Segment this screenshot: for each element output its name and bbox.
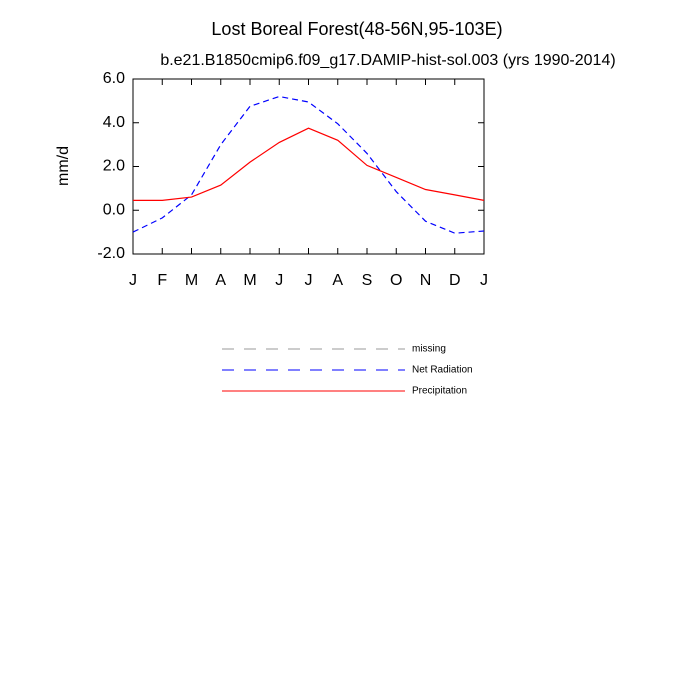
x-tick-label: J	[129, 272, 137, 289]
y-tick-label: 0.0	[103, 201, 125, 218]
y-tick-label: 6.0	[103, 70, 125, 87]
series-line	[133, 127, 485, 201]
x-tick-label: A	[332, 272, 343, 289]
x-tick-label: F	[157, 272, 167, 289]
x-tick-label: J	[305, 272, 313, 289]
y-tick-label: 2.0	[103, 158, 125, 175]
plot-frame	[132, 78, 485, 255]
series-line	[132, 95, 485, 234]
legend-label: missing	[412, 344, 446, 355]
x-tick-label: N	[420, 272, 432, 289]
chart-title: Lost Boreal Forest(48-56N,95-103E)	[211, 19, 502, 39]
x-tick-label: A	[215, 272, 226, 289]
legend-label: Precipitation	[412, 386, 467, 397]
y-tick-label: -2.0	[97, 245, 125, 262]
legend-label: Net Radiation	[412, 365, 473, 376]
x-tick-label: D	[449, 272, 461, 289]
chart-subtitle: b.e21.B1850cmip6.f09_g17.DAMIP-hist-sol.…	[160, 52, 615, 69]
x-tick-label: O	[390, 272, 402, 289]
y-axis-label: mm/d	[55, 146, 72, 186]
x-tick-label: M	[185, 272, 198, 289]
y-tick-label: 4.0	[103, 114, 125, 131]
x-tick-label: J	[275, 272, 283, 289]
x-tick-label: J	[480, 272, 488, 289]
x-tick-label: S	[362, 272, 373, 289]
x-tick-label: M	[243, 272, 256, 289]
